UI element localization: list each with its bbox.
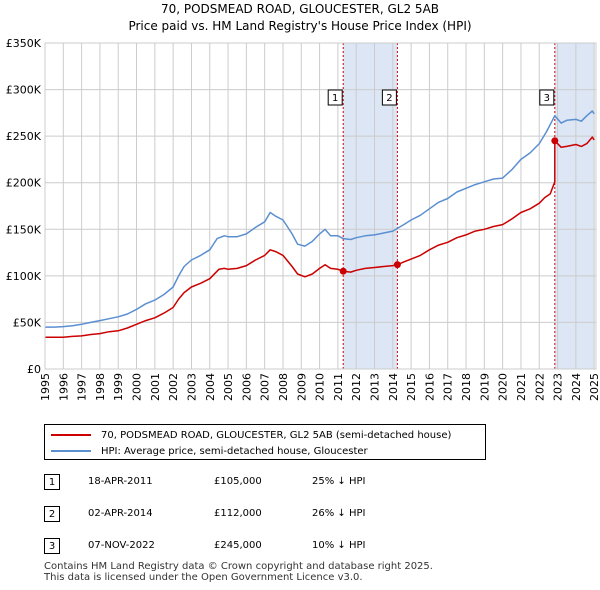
chart-title: 70, PODSMEAD ROAD, GLOUCESTER, GL2 5AB <box>160 2 440 16</box>
y-tick-label: £150K <box>6 223 42 236</box>
x-tick-label: 2000 <box>131 373 144 401</box>
y-tick-label: £100K <box>6 270 42 283</box>
sale-number-box: 2 <box>44 506 60 522</box>
sale-marker-box <box>381 89 397 106</box>
sale-price: £245,000 <box>214 540 262 551</box>
x-tick-label: 2011 <box>332 373 345 401</box>
sale-price: £105,000 <box>214 476 262 487</box>
legend-label-price: 70, PODSMEAD ROAD, GLOUCESTER, GL2 5AB (… <box>101 429 452 441</box>
plot-area <box>44 42 597 370</box>
x-tick-label: 2012 <box>350 373 363 401</box>
footer-copyright: Contains HM Land Registry data © Crown c… <box>44 561 433 572</box>
y-tick-label: £350K <box>6 37 42 50</box>
x-tick-label: 2025 <box>588 373 600 401</box>
x-tick-label: 2014 <box>387 373 400 401</box>
legend-item-price: 70, PODSMEAD ROAD, GLOUCESTER, GL2 5AB (… <box>51 428 451 442</box>
sale-marker-number: 2 <box>386 93 392 104</box>
sale-point <box>393 261 401 269</box>
price-chart: £0 £50K £100K £150K £200K £250K £300K £350K 199… <box>6 37 600 401</box>
x-tick-label: 2024 <box>570 373 583 401</box>
sale-marker-number: 1 <box>332 93 338 104</box>
x-tick-label: 2020 <box>497 373 510 401</box>
legend-item-hpi: HPI: Average price, semi-detached house,… <box>51 444 368 458</box>
sale-date: 07-NOV-2022 <box>88 540 155 551</box>
sale-hpi-diff: 26% ↓ HPI <box>312 508 366 519</box>
sale-date: 02-APR-2014 <box>88 508 153 519</box>
y-tick-label: £300K <box>6 84 42 97</box>
sale-marker-label: 3 <box>539 89 555 106</box>
sale-hpi-diff: 25% ↓ HPI <box>312 476 366 487</box>
sale-point <box>551 137 559 145</box>
footer: Contains HM Land Registry data © Crown c… <box>44 561 433 583</box>
sale-hpi-diff: 10% ↓ HPI <box>312 540 366 551</box>
y-tick-label: £250K <box>6 130 42 143</box>
x-tick-label: 2009 <box>295 373 308 401</box>
x-tick-label: 2013 <box>369 373 382 401</box>
hpi-line <box>45 110 595 328</box>
x-tick-label: 2021 <box>515 373 528 401</box>
x-tick-label: 2017 <box>442 373 455 401</box>
sale-period-shading <box>554 43 595 369</box>
price-paid-line <box>45 136 595 339</box>
x-tick-label: 2018 <box>460 373 473 401</box>
sale-marker-label: 2 <box>381 89 397 106</box>
x-tick-label: 2016 <box>423 373 436 401</box>
y-tick-label: £200K <box>6 177 42 190</box>
legend-swatch-price <box>51 434 91 436</box>
sale-date: 18-APR-2011 <box>88 476 153 487</box>
x-tick-label: 1998 <box>94 373 107 401</box>
sale-marker-number: 3 <box>544 93 550 104</box>
sale-number-box: 3 <box>44 538 60 554</box>
x-tick-label: 2003 <box>185 373 198 401</box>
x-tick-label: 2005 <box>222 373 235 401</box>
footer-license: This data is licensed under the Open Gov… <box>44 572 363 583</box>
legend-swatch-hpi <box>51 450 91 452</box>
x-tick-label: 2002 <box>167 373 180 401</box>
sale-price: £112,000 <box>214 508 262 519</box>
x-tick-label: 1997 <box>76 373 89 401</box>
x-tick-label: 2008 <box>277 373 290 401</box>
y-tick-label: £0 <box>27 363 41 376</box>
x-tick-label: 2007 <box>259 373 272 401</box>
x-tick-label: 2004 <box>204 373 217 401</box>
sale-point <box>339 267 347 275</box>
x-tick-label: 1995 <box>39 373 52 401</box>
x-tick-label: 2022 <box>533 373 546 401</box>
chart-subtitle: Price paid vs. HM Land Registry's House … <box>128 19 472 33</box>
sale-marker-box <box>539 89 555 106</box>
legend: 70, PODSMEAD ROAD, GLOUCESTER, GL2 5AB (… <box>44 424 486 460</box>
legend-label-hpi: HPI: Average price, semi-detached house,… <box>101 445 368 457</box>
x-tick-label: 2015 <box>405 373 418 401</box>
x-tick-label: 2006 <box>240 373 253 401</box>
x-tick-label: 2001 <box>149 373 162 401</box>
x-tick-label: 2019 <box>478 373 491 401</box>
sale-number-box: 1 <box>44 474 60 490</box>
x-tick-label: 2023 <box>552 373 565 401</box>
x-tick-label: 1999 <box>112 373 125 401</box>
x-tick-label: 2010 <box>314 373 327 401</box>
x-tick-label: 1996 <box>57 373 70 401</box>
y-tick-label: £50K <box>13 316 42 329</box>
sale-marker-box <box>327 89 343 106</box>
sale-marker-label: 1 <box>327 89 343 106</box>
